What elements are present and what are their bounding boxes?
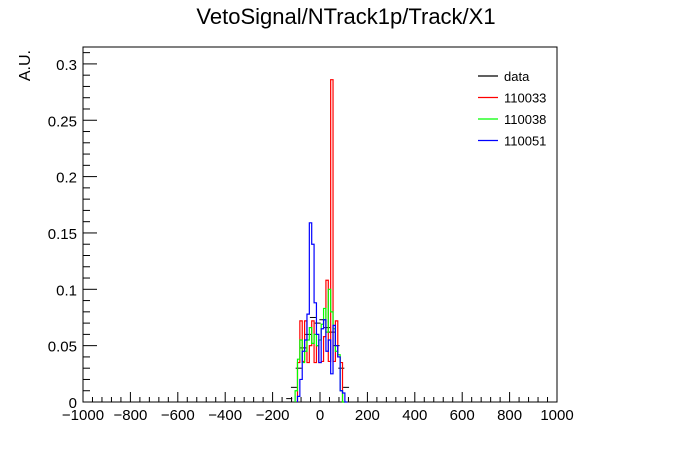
legend-label: data [504, 69, 530, 84]
legend-label: 110033 [504, 91, 546, 106]
x-tick-label: 0 [316, 407, 324, 424]
legend-label: 110051 [504, 134, 546, 149]
x-tick-label: 1000 [540, 407, 573, 424]
x-tick-label: 400 [402, 407, 427, 424]
x-tick-label: 600 [450, 407, 475, 424]
series-layer [286, 79, 350, 403]
x-tick-label: 200 [355, 407, 380, 424]
legend-label: 110038 [504, 112, 546, 127]
x-tick-label: −200 [256, 407, 290, 424]
y-axis-label: A.U. [17, 50, 34, 81]
y-tick-label: 0.15 [48, 226, 77, 243]
chart-title: VetoSignal/NTrack1p/Track/X1 [196, 4, 495, 29]
x-tick-label: −800 [114, 407, 148, 424]
x-tick-label: −1000 [62, 407, 104, 424]
y-tick-label: 0 [69, 395, 77, 412]
x-tick-label: −600 [161, 407, 195, 424]
x-tick-label: 800 [497, 407, 522, 424]
y-tick-label: 0.3 [56, 57, 77, 74]
y-tick-label: 0.25 [48, 113, 77, 130]
y-tick-label: 0.1 [56, 282, 77, 299]
y-tick-label: 0.05 [48, 339, 77, 356]
y-tick-label: 0.2 [56, 170, 77, 187]
x-tick-label: −400 [208, 407, 242, 424]
series-line-110051 [296, 222, 348, 403]
axes: −1000 −800 −600 −400 −200 0 200 400 600 800 1000 0 0… [48, 46, 574, 424]
legend: data 110033 110038 110051 [478, 69, 546, 149]
